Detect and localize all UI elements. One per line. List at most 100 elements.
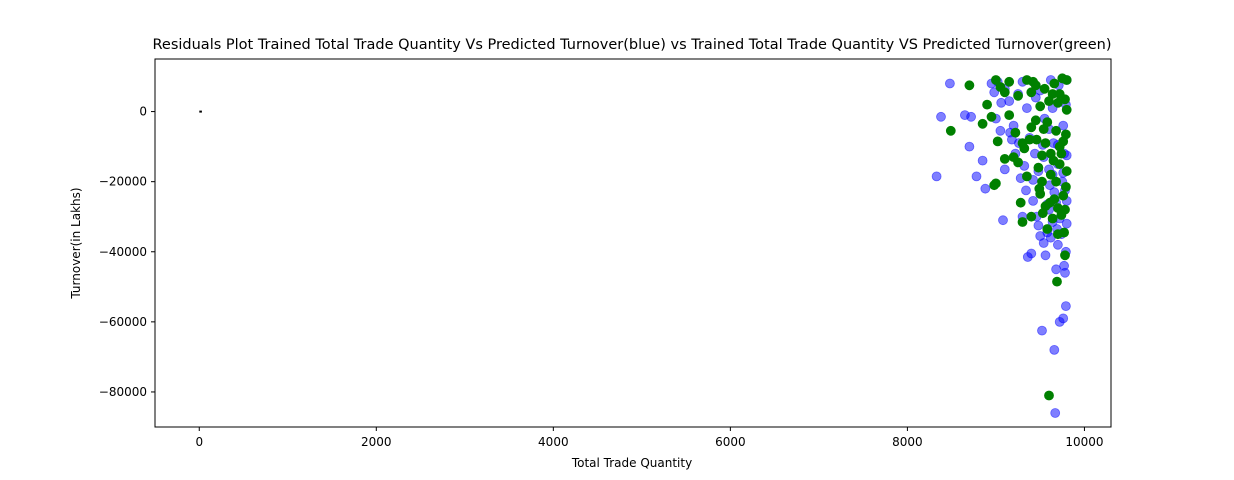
data-point-series-1 [999,164,1010,175]
data-point-series-1 [1037,325,1047,336]
data-point-series-2 [1037,150,1047,161]
data-point-series-1 [1060,267,1070,278]
data-point-series-2 [1044,96,1054,106]
data-point-series-1 [964,141,975,152]
data-point-series-2 [1056,148,1067,159]
data-point-series-2 [1039,83,1050,94]
data-point-series-2 [1061,181,1071,192]
data-point-series-2 [1049,78,1060,89]
data-point-series-2 [991,178,1001,189]
data-point-series-2 [1061,166,1072,177]
plot-area-frame [154,58,1112,428]
data-point-series-1 [1061,218,1072,229]
x-axis-label: Total Trade Quantity [571,456,692,470]
data-point-series-1 [1028,195,1038,206]
data-point-series-1 [1022,103,1032,113]
data-point-series-2 [1059,227,1069,238]
data-point-series-1 [936,111,946,122]
data-point-series-2 [1061,129,1071,140]
y-tick-label: −60000 [99,315,147,329]
data-point-series-1 [966,111,976,122]
data-point-series-1 [1058,313,1069,324]
data-point-series-2 [1030,115,1041,126]
data-point-series-2 [1048,155,1059,166]
data-point-series-2 [1051,125,1061,136]
data-point-series-2 [1058,190,1069,201]
data-point-series-1 [1033,220,1044,231]
x-tick-label: 4000 [538,435,569,449]
data-point-series-2 [999,153,1010,164]
data-point-series-2 [1061,75,1072,85]
data-point-series-1 [1049,344,1060,355]
data-point-series-1 [996,97,1007,108]
data-point-series-2 [1026,211,1037,222]
x-axis: 0 2000 4000 6000 8000 10000 [195,427,1104,449]
data-point-series-2 [991,75,1001,85]
data-point-series-2 [1031,134,1042,145]
data-point-series-1 [1038,238,1049,248]
data-point-series-2 [1051,176,1061,187]
data-point-series-1 [1053,239,1063,250]
points-layer [931,73,1072,418]
data-point-series-1 [1061,301,1071,312]
data-point-series-1 [1051,264,1061,275]
data-point-series-2 [1061,104,1072,115]
data-point-series-2 [1045,169,1056,180]
data-point-series-2 [1047,213,1058,224]
y-axis-label: Turnover(in Lakhs) [69,187,83,299]
y-tick-label: −40000 [99,245,147,259]
data-point-series-2 [1037,208,1048,219]
data-point-series-2 [992,136,1003,147]
y-axis: 0 −20000 −40000 −60000 −80000 [99,105,155,399]
data-point-series-1 [1050,408,1061,418]
data-point-series-2 [1022,171,1032,182]
x-tick-label: 6000 [715,435,746,449]
x-tick-label: 2000 [361,435,392,449]
data-point-series-2 [1004,76,1015,87]
data-point-series-2 [1013,90,1023,101]
data-point-series-2 [1004,110,1015,120]
data-point-series-1 [945,78,955,89]
data-point-series-2 [1053,203,1063,213]
y-tick-label: −20000 [99,175,147,189]
data-point-series-2 [1060,94,1070,105]
data-point-series-2 [1017,217,1028,227]
y-tick-label: −80000 [99,385,147,399]
data-point-series-2 [986,111,997,122]
data-point-series-2 [945,125,956,136]
x-tick-label: 8000 [892,435,923,449]
data-point-series-1 [971,171,982,182]
data-point-series-2 [1052,276,1062,287]
data-point-series-2 [1045,197,1055,208]
data-point-series-2 [1044,390,1054,401]
data-point-series-2 [1035,101,1046,112]
data-point-series-2 [1026,87,1037,98]
data-point-series-1 [989,87,1000,98]
data-point-series-2 [999,87,1010,98]
data-point-series-1 [1040,250,1051,261]
data-point-series-2 [1042,117,1053,127]
data-point-series-2 [1040,138,1051,149]
data-point-series-2 [982,99,992,110]
x-tick-label: 0 [195,435,203,449]
data-point-series-1 [1026,248,1037,259]
data-point-series-2 [1010,127,1021,138]
data-point-series-1 [977,155,988,166]
data-point-series-2 [1026,122,1037,133]
data-point-series-2 [1060,250,1070,261]
data-point-series-2 [977,118,988,129]
y-tick-label: 0 [139,105,147,119]
data-point-series-2 [1022,75,1032,85]
x-tick-label: 10000 [1065,435,1103,449]
data-point-series-2 [1015,197,1026,208]
data-point-series-2 [1042,224,1053,234]
data-point-series-1 [1021,185,1031,196]
data-point-series-2 [1013,157,1023,168]
data-point-series-2 [1030,80,1041,91]
data-point-series-2 [1034,183,1045,194]
data-point-series-1 [931,171,942,182]
chart-title: Residuals Plot Trained Total Trade Quant… [152,37,1111,53]
data-point-series-1 [980,183,991,194]
data-point-series-2 [1033,162,1044,173]
